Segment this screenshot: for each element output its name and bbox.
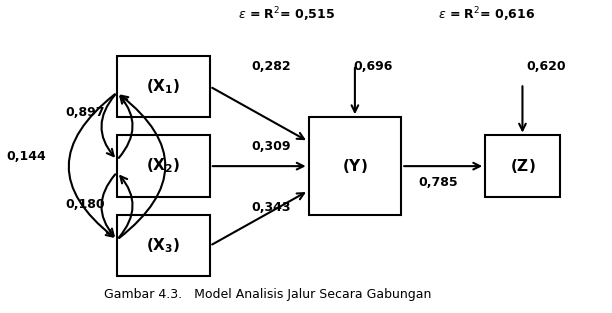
Text: 0,785: 0,785 (419, 177, 458, 189)
Bar (485, 136, 560, 197)
Text: 0,343: 0,343 (252, 201, 291, 214)
Text: 0,696: 0,696 (353, 60, 392, 73)
Bar (308, 117, 401, 215)
Text: 0,144: 0,144 (6, 151, 46, 163)
Text: Gambar 4.3.   Model Analisis Jalur Secara Gabungan: Gambar 4.3. Model Analisis Jalur Secara … (105, 288, 432, 301)
Text: $\mathbf{(Y)}$: $\mathbf{(Y)}$ (342, 157, 368, 175)
Text: 0,897: 0,897 (66, 106, 105, 119)
Text: 0,282: 0,282 (252, 60, 291, 73)
Text: 0,180: 0,180 (65, 198, 105, 211)
Bar (117, 136, 210, 197)
Bar (117, 56, 210, 117)
Text: 0,620: 0,620 (526, 60, 566, 73)
Bar (117, 215, 210, 276)
Text: $\varepsilon$ = R$^{2}$= 0,616: $\varepsilon$ = R$^{2}$= 0,616 (438, 5, 535, 24)
Text: $\mathbf{(Z)}$: $\mathbf{(Z)}$ (510, 157, 536, 175)
Text: $\mathbf{(X_1)}$: $\mathbf{(X_1)}$ (146, 77, 181, 96)
Text: $\varepsilon$ = R$^{2}$= 0,515: $\varepsilon$ = R$^{2}$= 0,515 (237, 5, 335, 24)
Text: $\mathbf{(X_3)}$: $\mathbf{(X_3)}$ (146, 237, 181, 255)
Text: 0,309: 0,309 (252, 140, 291, 153)
Text: $\mathbf{(X_2)}$: $\mathbf{(X_2)}$ (146, 157, 181, 176)
